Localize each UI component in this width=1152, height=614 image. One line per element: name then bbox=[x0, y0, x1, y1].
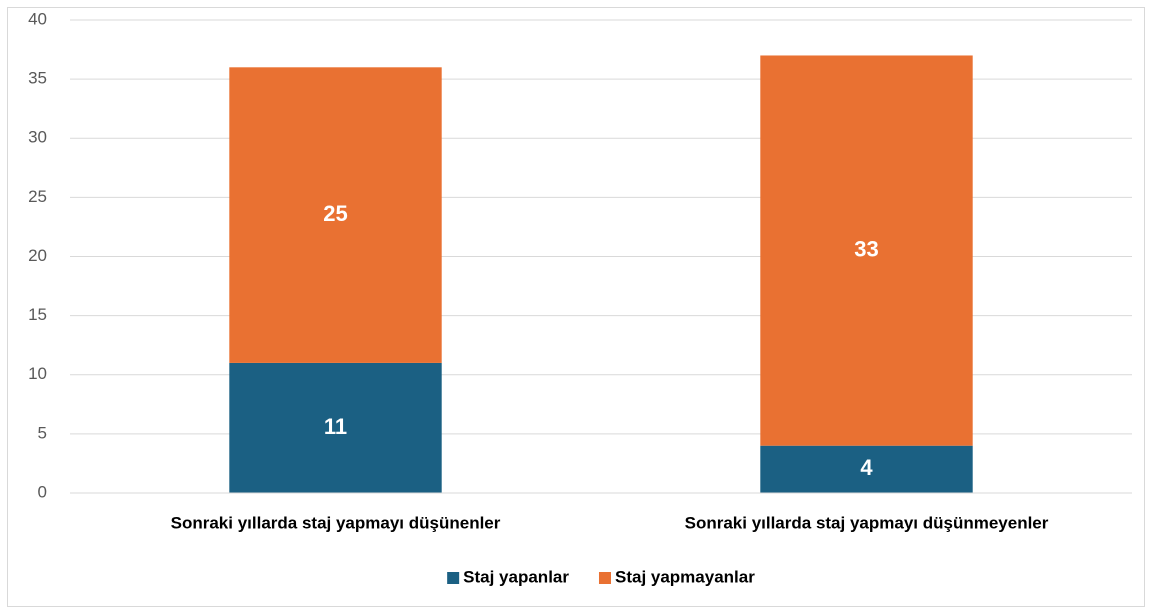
y-tick-label: 35 bbox=[28, 69, 47, 88]
y-tick-label: 25 bbox=[28, 187, 47, 206]
legend-label: Staj yapmayanlar bbox=[615, 567, 755, 586]
bar-segment bbox=[229, 362, 442, 493]
y-tick-label: 15 bbox=[28, 305, 47, 324]
y-tick-label: 40 bbox=[28, 9, 47, 28]
data-label: 4 bbox=[860, 455, 873, 480]
data-label: 25 bbox=[323, 201, 347, 226]
y-tick-label: 5 bbox=[38, 423, 47, 442]
legend-swatch bbox=[447, 572, 460, 584]
y-tick-label: 20 bbox=[28, 246, 47, 265]
y-tick-label: 10 bbox=[28, 364, 47, 383]
legend-swatch bbox=[598, 572, 611, 584]
y-tick-label: 0 bbox=[38, 482, 47, 501]
data-label: 11 bbox=[324, 414, 347, 439]
bar-segment bbox=[760, 55, 973, 446]
x-tick-label: Sonraki yıllarda staj yapmayı düşünmeyen… bbox=[685, 513, 1049, 532]
x-tick-label: Sonraki yıllarda staj yapmayı düşünenler bbox=[171, 513, 501, 532]
legend-label: Staj yapanlar bbox=[463, 567, 569, 586]
bar-segment bbox=[760, 445, 973, 493]
bar-segment bbox=[229, 67, 442, 363]
y-tick-label: 30 bbox=[28, 128, 47, 147]
data-label: 33 bbox=[854, 236, 878, 261]
